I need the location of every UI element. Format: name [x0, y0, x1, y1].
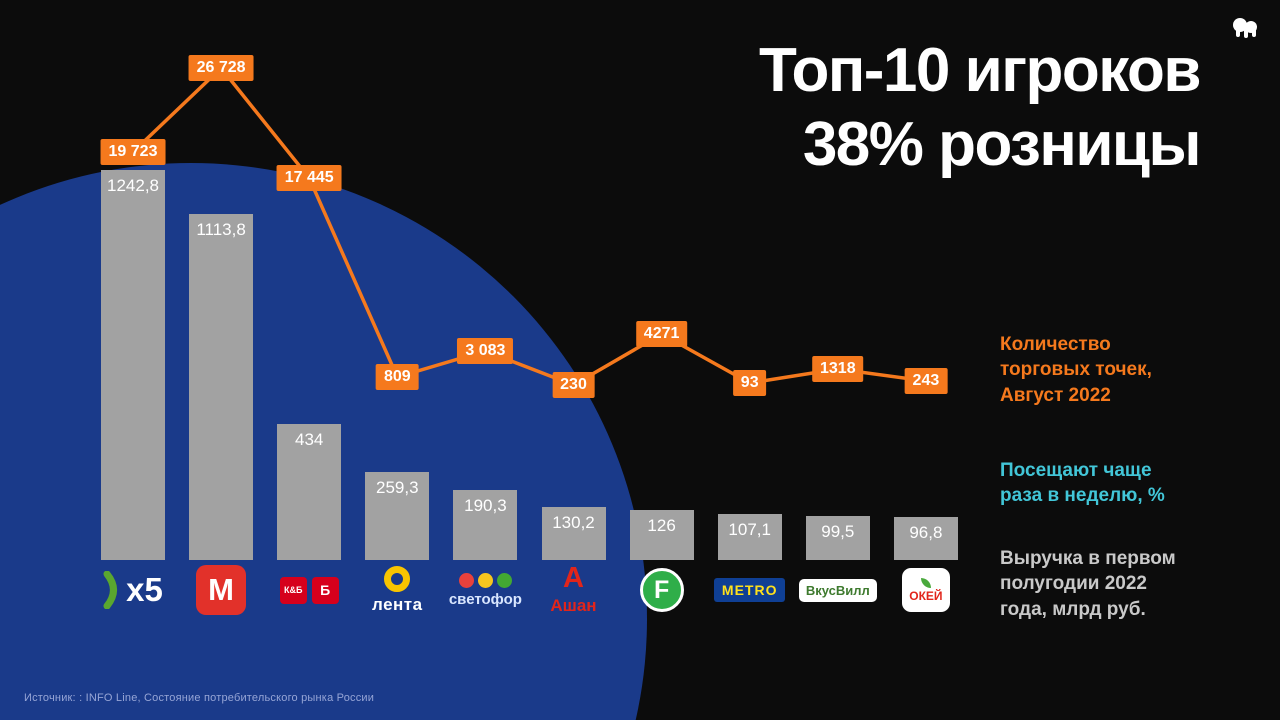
bar-value-label: 259,3	[376, 478, 419, 497]
logo-kb: К&Б Б	[259, 560, 359, 620]
logo-auchan: А Ашан	[524, 560, 624, 620]
title-line-2: 38% розницы	[802, 110, 1202, 180]
logo-okey: ОКЕЙ	[876, 560, 976, 620]
bar-value-label: 99,5	[821, 522, 855, 541]
bar-value-label: 1242,8	[107, 176, 159, 195]
fixprice-icon: F	[639, 568, 684, 612]
store-count-label-5: 3 083	[457, 338, 514, 364]
logo-metro: METRO	[700, 560, 800, 620]
revenue-bar-6: 130,2	[541, 507, 606, 560]
bar-value-label: 96,8	[909, 523, 943, 542]
traffic-dot-2	[477, 572, 493, 588]
trend-polyline	[131, 65, 927, 387]
logo-svetofor: светофор	[435, 560, 535, 620]
legend-store-count: Количество торговых точек, Август 2022	[1000, 334, 1152, 406]
metro-wordmark: METRO	[713, 578, 786, 602]
logo-lenta: лента	[347, 560, 447, 620]
legend-revenue: Выручка в первом полугодии 2022 года, мл…	[1000, 548, 1176, 620]
revenue-bar-2: 1113,8	[189, 214, 254, 560]
logo-x5: х5	[83, 560, 183, 620]
okey-leaf-icon	[920, 577, 931, 588]
bar-value-label: 107,1	[728, 520, 771, 539]
page-title: Топ-10 игроков 38% розницы	[758, 34, 1202, 183]
revenue-bar-3: 434	[277, 424, 342, 560]
bar-value-label: 190,3	[464, 496, 507, 515]
revenue-bar-9: 99,5	[805, 516, 870, 560]
bar-value-label: 130,2	[552, 513, 595, 532]
store-count-label-1: 19 723	[100, 139, 166, 165]
logo-magnit: М	[171, 560, 271, 620]
svetofor-wordmark: светофор	[448, 590, 522, 608]
x5-wordmark: х5	[126, 571, 163, 608]
logo-vkusvill: ВкусВилл	[788, 560, 888, 620]
store-count-label-2: 26 728	[188, 55, 254, 81]
kb-box-main: К&Б	[279, 576, 307, 604]
store-count-label-7: 4271	[635, 321, 688, 347]
magnit-icon: М	[196, 565, 247, 615]
revenue-bar-8: 107,1	[717, 514, 782, 560]
title-line-1: Топ-10 игроков	[758, 36, 1202, 105]
traffic-light-icon	[458, 572, 512, 588]
kb-box-b: Б	[311, 576, 339, 604]
revenue-bar-10: 96,8	[893, 517, 958, 560]
store-count-label-4: 809	[375, 364, 419, 390]
revenue-bar-7: 126	[629, 510, 694, 560]
revenue-bar-1: 1242,8	[101, 170, 165, 560]
store-count-label-9: 1318	[812, 356, 864, 382]
auchan-wordmark: Ашан	[550, 596, 597, 615]
store-count-label-3: 17 445	[276, 165, 342, 191]
auchan-bird-icon: А	[563, 562, 584, 594]
bar-value-label: 1113,8	[196, 220, 246, 239]
logo-fixprice: F	[612, 560, 712, 620]
store-count-label-10: 243	[904, 368, 948, 394]
legend-weekly-visits: Посещают чаще раза в неделю, %	[1000, 460, 1165, 507]
mammoth-icon	[1233, 18, 1257, 38]
lenta-wordmark: лента	[372, 594, 423, 614]
corner-brand-icon	[1230, 16, 1262, 45]
traffic-dot-3	[496, 572, 512, 588]
revenue-bar-5: 190,3	[453, 490, 518, 560]
lenta-icon	[384, 565, 411, 592]
traffic-dot-1	[458, 572, 474, 588]
okey-icon: ОКЕЙ	[901, 568, 950, 612]
bar-value-label: 434	[295, 430, 324, 449]
store-count-label-6: 230	[552, 372, 595, 398]
okey-wordmark: ОКЕЙ	[909, 588, 943, 603]
source-note: Источник: : INFO Line, Состояние потреби…	[24, 692, 375, 704]
store-count-label-8: 93	[732, 370, 767, 396]
x5-leaf-icon	[103, 571, 118, 609]
vkusvill-wordmark: ВкусВилл	[798, 578, 877, 602]
bar-value-label: 126	[647, 516, 676, 535]
kb-icon: К&Б Б	[279, 576, 339, 604]
revenue-bar-4: 259,3	[365, 472, 430, 560]
